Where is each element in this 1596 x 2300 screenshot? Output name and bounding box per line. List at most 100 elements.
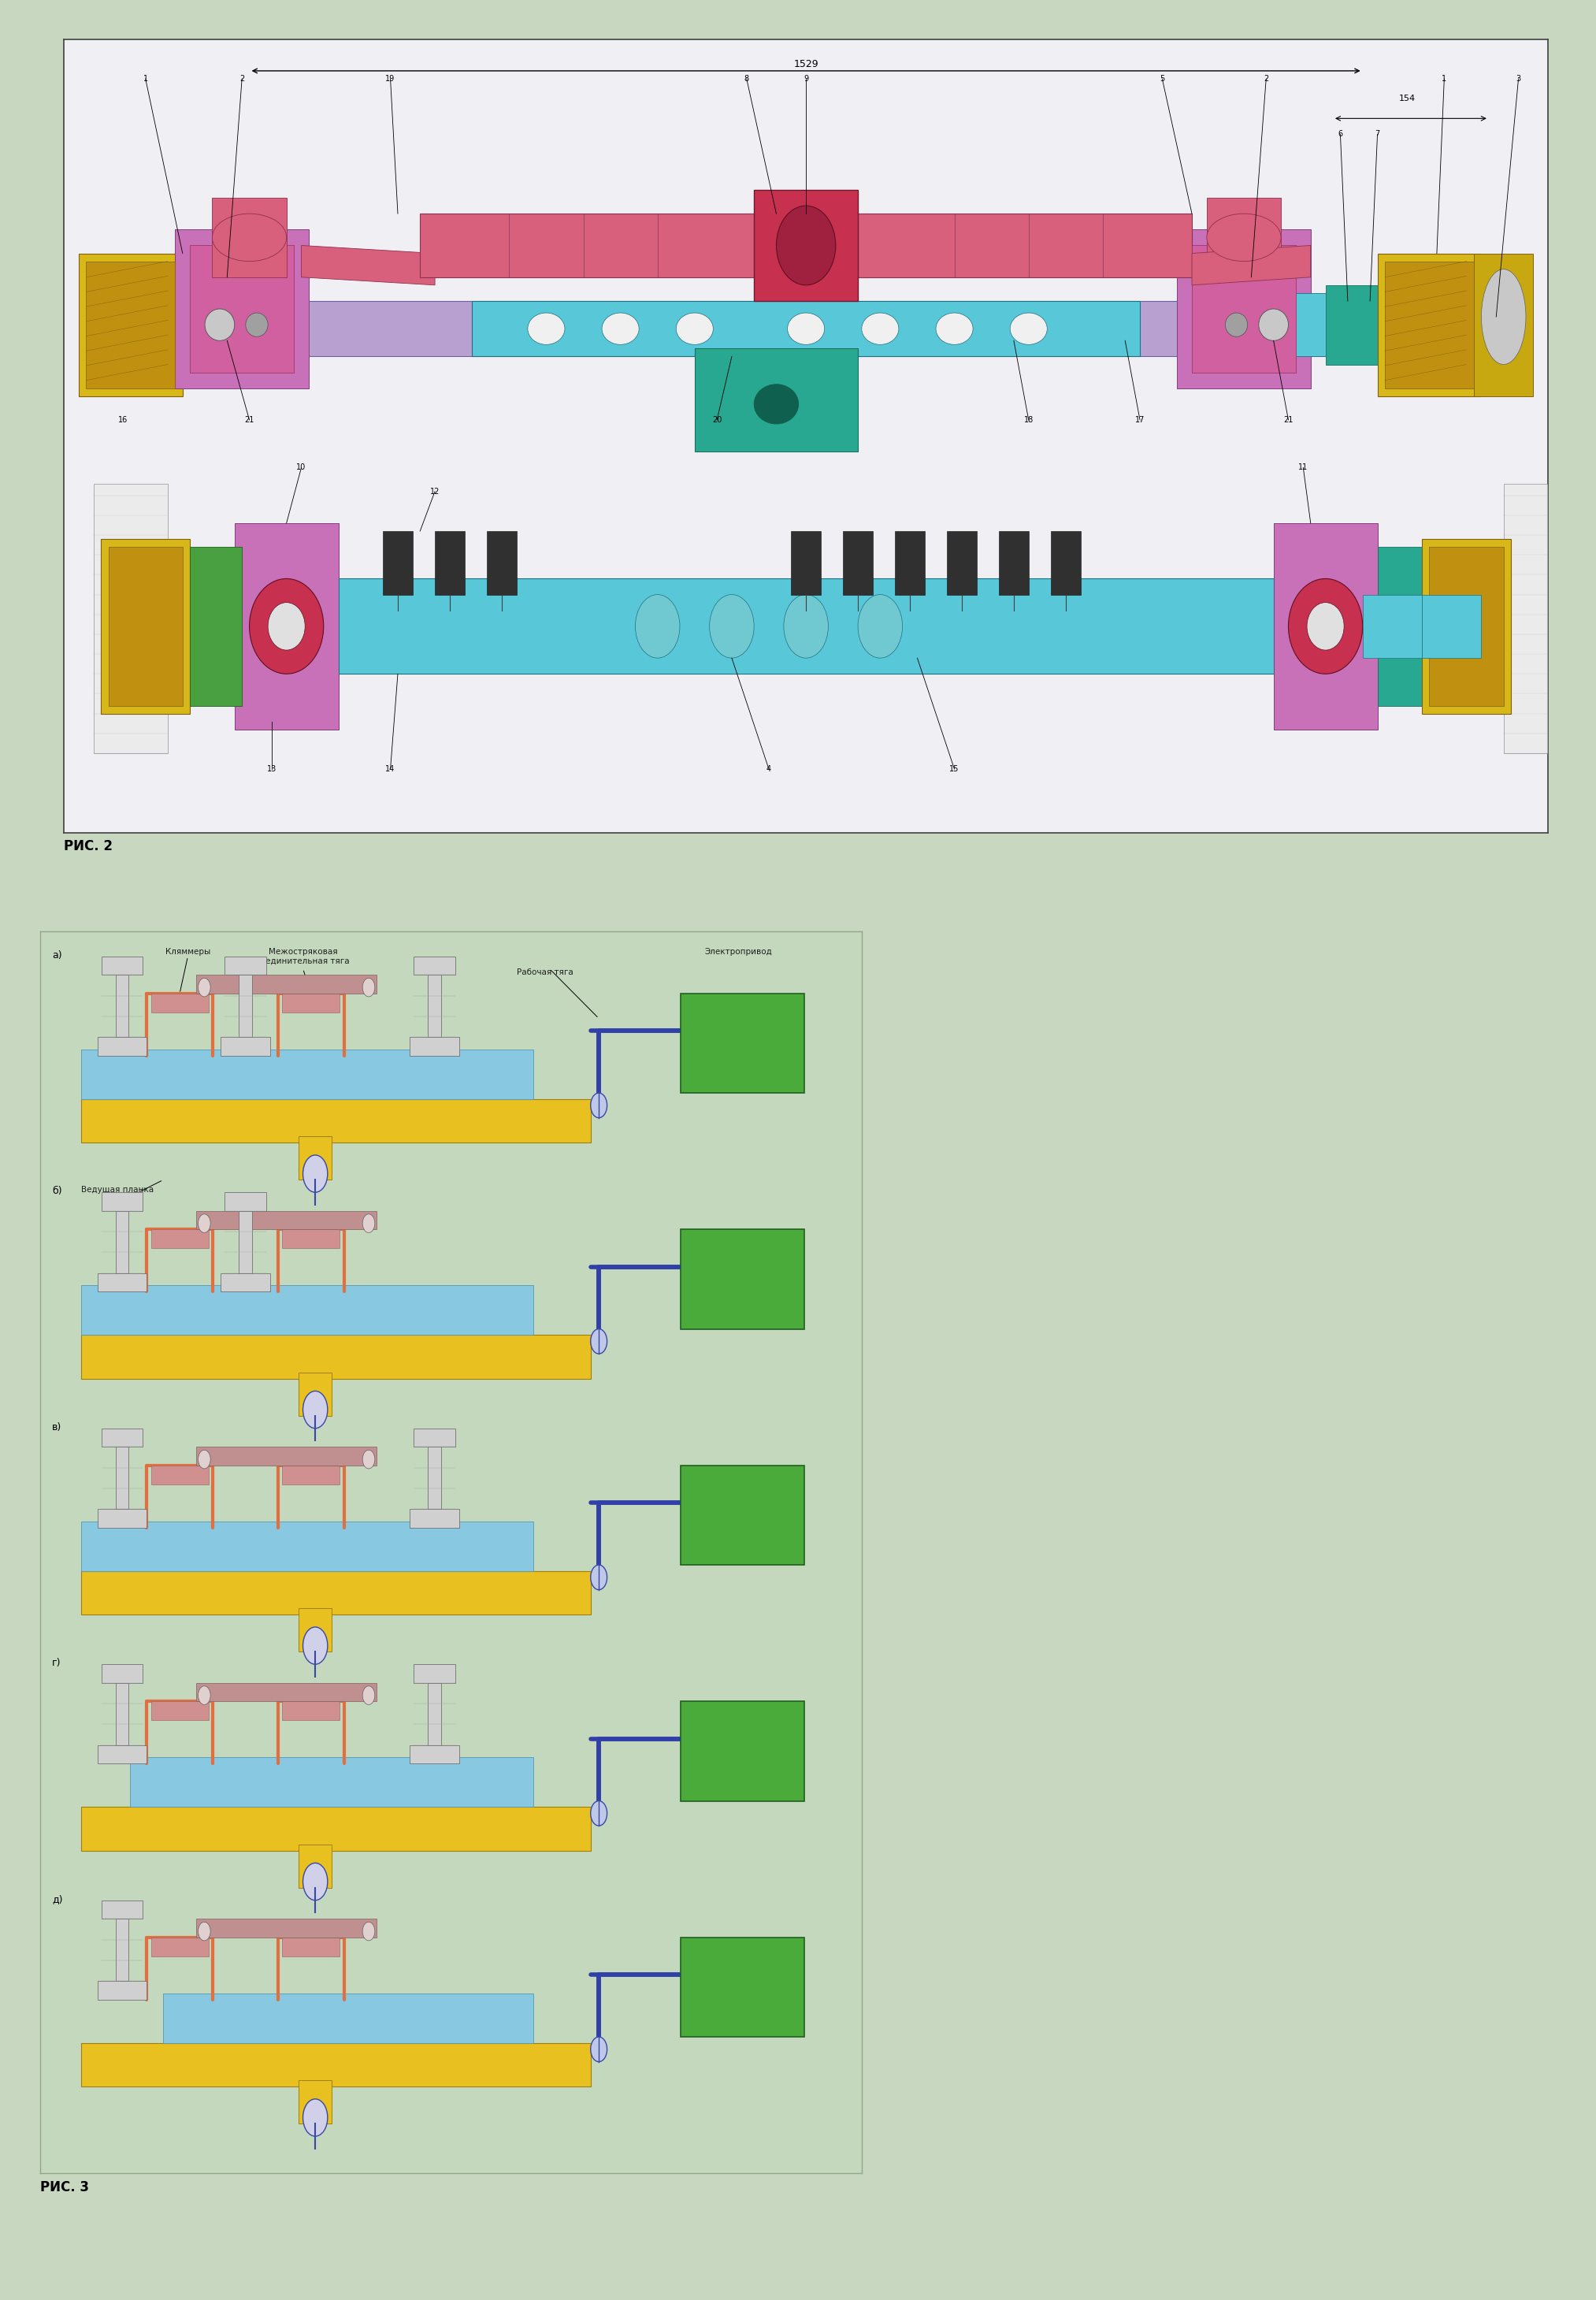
Bar [109, 610, 1503, 658]
Text: 2: 2 [1264, 76, 1269, 83]
Ellipse shape [303, 1155, 327, 1191]
Ellipse shape [591, 1564, 606, 1589]
Ellipse shape [862, 313, 899, 345]
Text: 2: 2 [239, 76, 244, 83]
Text: Межостряковая
соединительная тяга: Межостряковая соединительная тяга [257, 948, 350, 964]
Bar [176, 292, 220, 356]
Ellipse shape [303, 1392, 327, 1428]
Text: а): а) [53, 950, 62, 961]
Bar [895, 531, 924, 593]
Text: Электропривод: Электропривод [705, 948, 772, 954]
Text: 14: 14 [386, 766, 396, 773]
Text: в): в) [53, 1421, 62, 1433]
Ellipse shape [212, 214, 287, 262]
Bar [1274, 522, 1377, 729]
Bar [239, 1210, 252, 1272]
Ellipse shape [1259, 308, 1288, 340]
Bar [97, 1037, 147, 1056]
Ellipse shape [204, 308, 235, 340]
Text: 3: 3 [1516, 76, 1521, 83]
Bar [1385, 262, 1475, 389]
Text: 11: 11 [1299, 465, 1309, 472]
Bar [196, 1447, 377, 1465]
Bar [235, 522, 338, 729]
Text: г): г) [53, 1658, 61, 1667]
Bar [1430, 547, 1503, 706]
Bar [97, 1509, 147, 1527]
Bar [298, 1845, 332, 1888]
Bar [1503, 483, 1578, 752]
Bar [383, 531, 413, 593]
Bar [220, 1272, 270, 1293]
Bar [152, 1465, 209, 1484]
Bar [196, 975, 377, 994]
Bar [94, 301, 1518, 356]
Bar [428, 1684, 440, 1746]
Bar [190, 547, 243, 706]
Bar [843, 531, 873, 593]
Bar [81, 1808, 591, 1852]
Bar [1377, 253, 1481, 396]
Ellipse shape [198, 978, 211, 996]
Ellipse shape [591, 1801, 606, 1826]
Bar [86, 262, 176, 389]
Ellipse shape [710, 593, 753, 658]
Bar [102, 957, 142, 975]
Polygon shape [302, 246, 436, 285]
Ellipse shape [198, 1449, 211, 1470]
Bar [1422, 538, 1511, 713]
Bar [196, 1918, 377, 1937]
Bar [196, 1210, 377, 1230]
Text: 16: 16 [118, 416, 128, 423]
Text: 10: 10 [297, 465, 306, 472]
Ellipse shape [303, 1863, 327, 1900]
Ellipse shape [198, 1214, 211, 1233]
Ellipse shape [1288, 580, 1363, 674]
Bar [97, 1980, 147, 1999]
Bar [1288, 292, 1333, 356]
Bar [413, 1665, 455, 1684]
Polygon shape [212, 198, 287, 276]
Text: 19: 19 [386, 76, 396, 83]
Text: 20: 20 [712, 416, 721, 423]
Ellipse shape [362, 1449, 375, 1470]
Ellipse shape [591, 2038, 606, 2061]
Bar [81, 1049, 533, 1099]
Ellipse shape [362, 978, 375, 996]
Bar [282, 1702, 340, 1720]
Ellipse shape [198, 1686, 211, 1704]
Bar [102, 1665, 142, 1684]
Bar [681, 1231, 804, 1329]
Bar [81, 1334, 591, 1378]
Bar [81, 1523, 533, 1571]
Text: д): д) [53, 1895, 62, 1904]
Bar [81, 1286, 533, 1334]
Bar [410, 1037, 460, 1056]
Bar [1192, 246, 1296, 373]
Ellipse shape [249, 580, 324, 674]
Bar [282, 994, 340, 1012]
Bar [681, 994, 804, 1093]
Text: Рабочая тяга: Рабочая тяга [517, 968, 573, 977]
Bar [131, 1757, 533, 1808]
Ellipse shape [303, 1626, 327, 1665]
Bar [487, 531, 517, 593]
Bar [282, 1231, 340, 1249]
Text: 12: 12 [429, 488, 440, 495]
Bar [115, 1210, 129, 1272]
Polygon shape [1192, 246, 1310, 285]
Ellipse shape [362, 1214, 375, 1233]
Ellipse shape [1226, 313, 1248, 336]
Bar [102, 1191, 142, 1210]
Bar [102, 1900, 142, 1918]
Bar [282, 1937, 340, 1955]
Bar [410, 1746, 460, 1764]
Ellipse shape [1481, 269, 1526, 363]
Bar [109, 547, 182, 706]
Ellipse shape [362, 1686, 375, 1704]
Ellipse shape [602, 313, 638, 345]
Bar [282, 1465, 340, 1484]
Bar [298, 2079, 332, 2123]
Bar [1377, 547, 1430, 706]
Bar [1178, 230, 1310, 389]
